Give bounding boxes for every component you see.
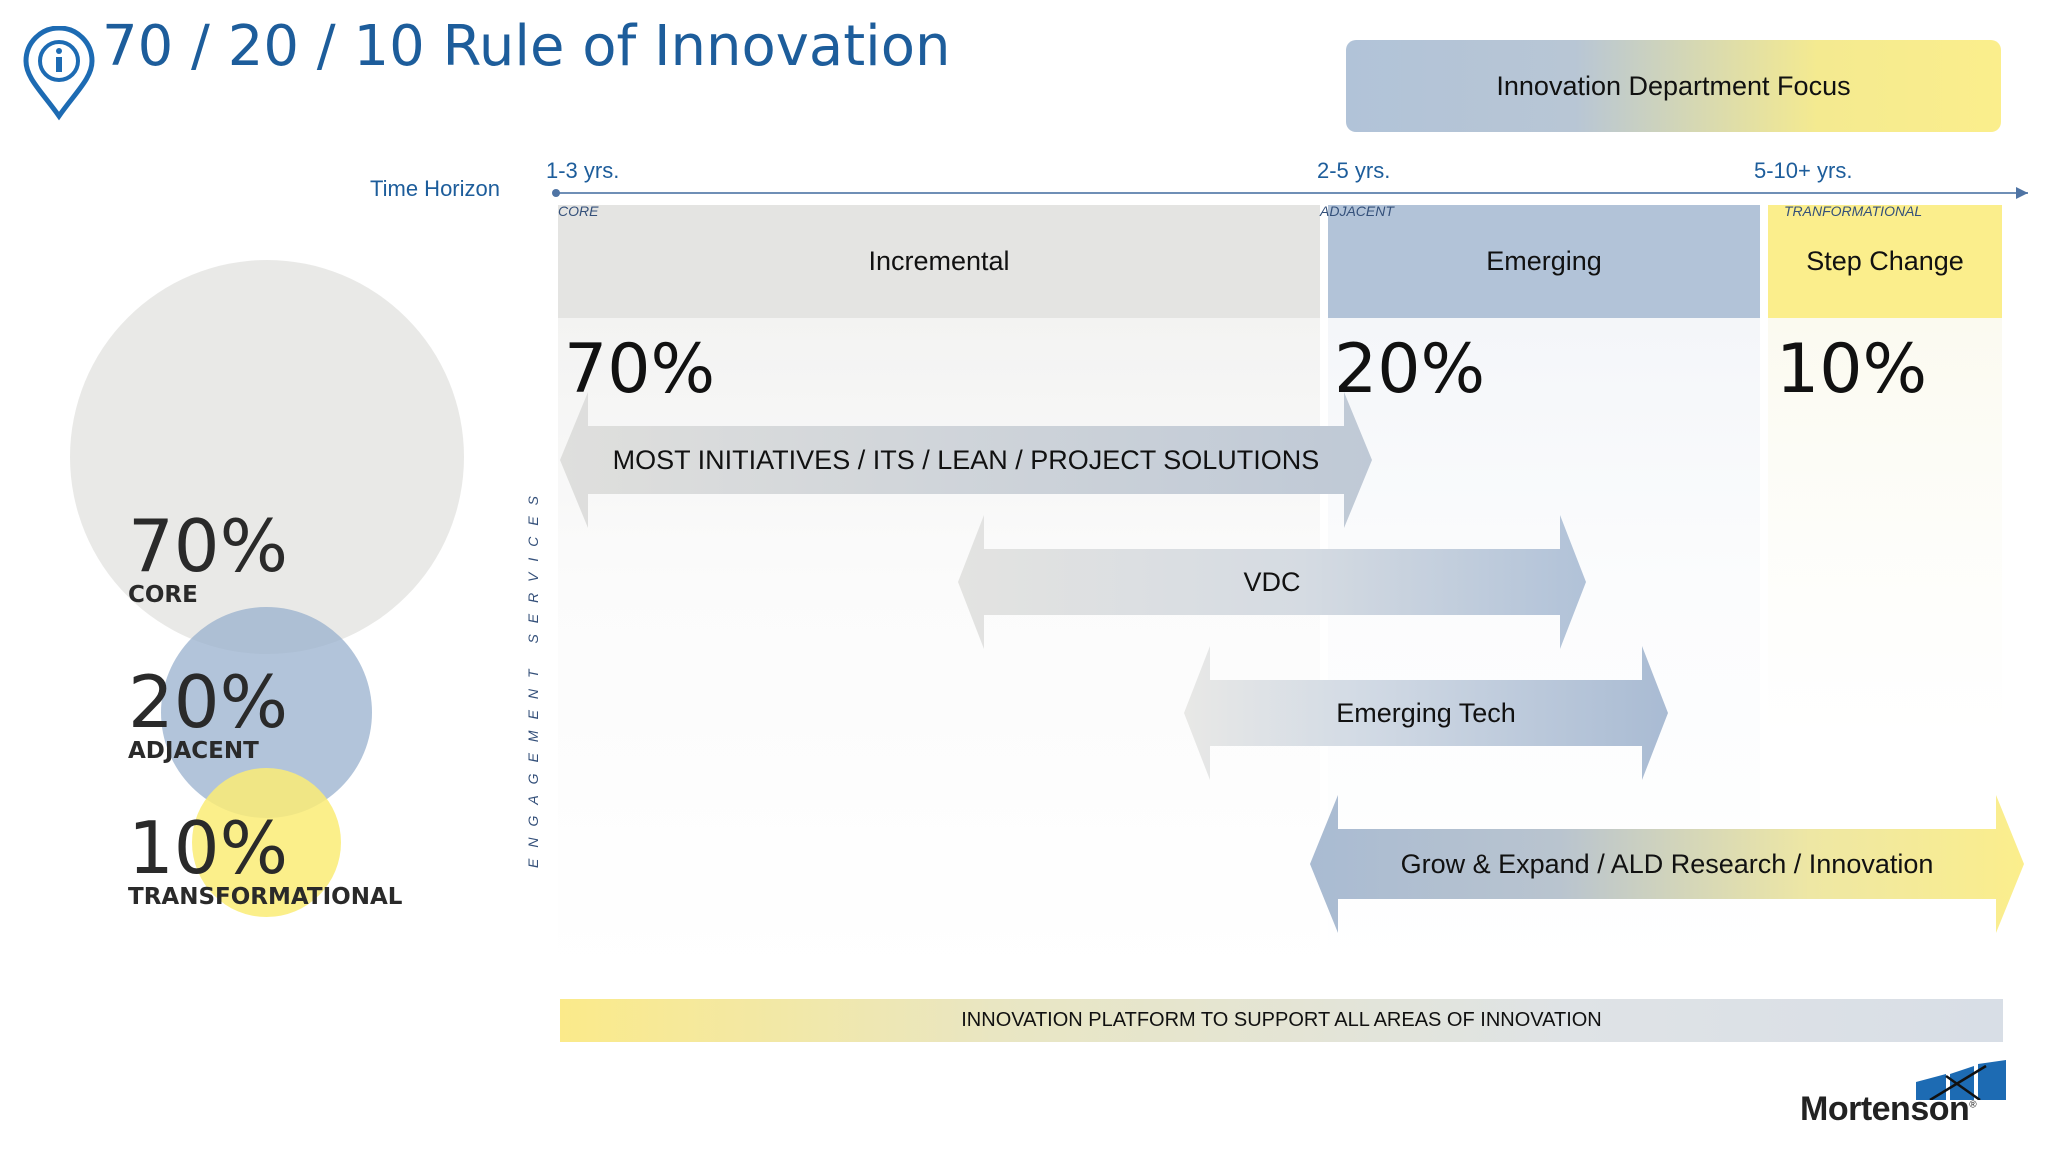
registered-mark: ® (1969, 1099, 1977, 1111)
timeline-start-dot (552, 189, 560, 197)
initiatives-arrow: MOST INITIATIVES / ITS / LEAN / PROJECT … (560, 426, 1372, 494)
vdc-arrow-shape (958, 515, 1586, 649)
core-circle (70, 260, 464, 654)
innovation-platform-bar: INNOVATION PLATFORM TO SUPPORT ALL AREAS… (560, 999, 2003, 1042)
column-header-incremental: Incremental (558, 205, 1320, 318)
percent-transformational: 10% (1776, 330, 1928, 409)
initiatives-arrow-shape (560, 392, 1372, 528)
focus-legend: Innovation Department Focus (1346, 40, 2001, 132)
venn-adjacent-group: 20% ADJACENT (128, 666, 288, 764)
emerging-tech-arrow-shape (1184, 646, 1668, 780)
vdc-arrow-label: VDC (1243, 566, 1301, 597)
time-horizon-label: Time Horizon (370, 176, 500, 201)
grow-expand-arrow-shape (1310, 795, 2024, 933)
timeline-line (556, 192, 2028, 194)
mortenson-wordmark-text: Mortenson (1800, 1090, 1970, 1128)
tick-label-long: 5-10+ yrs. (1754, 158, 1853, 183)
innovation-platform-label: INNOVATION PLATFORM TO SUPPORT ALL AREAS… (961, 1009, 1602, 1031)
venn-transformational-group: 10% TRANSFORMATIONAL (128, 812, 402, 910)
venn-transformational-label: TRANSFORMATIONAL (128, 884, 403, 910)
mortenson-wordmark: Mortenson® (1800, 1090, 1977, 1129)
venn-core-group: 70% CORE (128, 510, 288, 608)
page-title: 70 / 20 / 10 Rule of Innovation (102, 14, 951, 79)
tick-label-short: 1-3 yrs. (546, 158, 620, 183)
transformational-circle (192, 768, 341, 917)
initiatives-arrow-label: MOST INITIATIVES / ITS / LEAN / PROJECT … (612, 444, 1320, 475)
column-tag-adjacent: ADJACENT (1320, 203, 1394, 219)
column-name-emerging: Emerging (1486, 246, 1602, 276)
venn-adjacent-percent: 20% (128, 660, 289, 744)
tick-label-mid: 2-5 yrs. (1317, 158, 1391, 183)
mortenson-logo (1916, 1060, 2006, 1100)
venn-transformational-percent: 10% (128, 806, 289, 890)
grow-expand-arrow: Grow & Expand / ALD Research / Innovatio… (1310, 829, 2024, 899)
emerging-tech-arrow-label: Emerging Tech (1336, 697, 1516, 728)
percent-core: 70% (564, 330, 716, 409)
engagement-services-label: ENGAGEMENT SERVICES (525, 485, 541, 869)
grow-expand-arrow-label: Grow & Expand / ALD Research / Innovatio… (1400, 848, 1934, 879)
column-transformational-area (1768, 318, 2002, 738)
column-tag-core: CORE (558, 203, 599, 219)
column-name-incremental: Incremental (868, 246, 1010, 276)
emerging-tech-arrow: Emerging Tech (1184, 680, 1668, 746)
vdc-arrow: VDC (958, 549, 1586, 615)
timeline-arrowhead (2016, 187, 2028, 199)
column-header-step-change: Step Change (1768, 205, 2002, 318)
percent-adjacent: 20% (1334, 330, 1486, 409)
column-tag-transformational: TRANFORMATIONAL (1784, 203, 1923, 219)
focus-legend-label: Innovation Department Focus (1496, 70, 1851, 101)
column-name-step-change: Step Change (1806, 246, 1964, 276)
venn-core-label: CORE (128, 582, 198, 608)
column-header-emerging: Emerging (1328, 205, 1760, 318)
info-pin-icon (23, 26, 95, 121)
venn-adjacent-label: ADJACENT (128, 738, 259, 764)
venn-core-percent: 70% (128, 504, 289, 588)
